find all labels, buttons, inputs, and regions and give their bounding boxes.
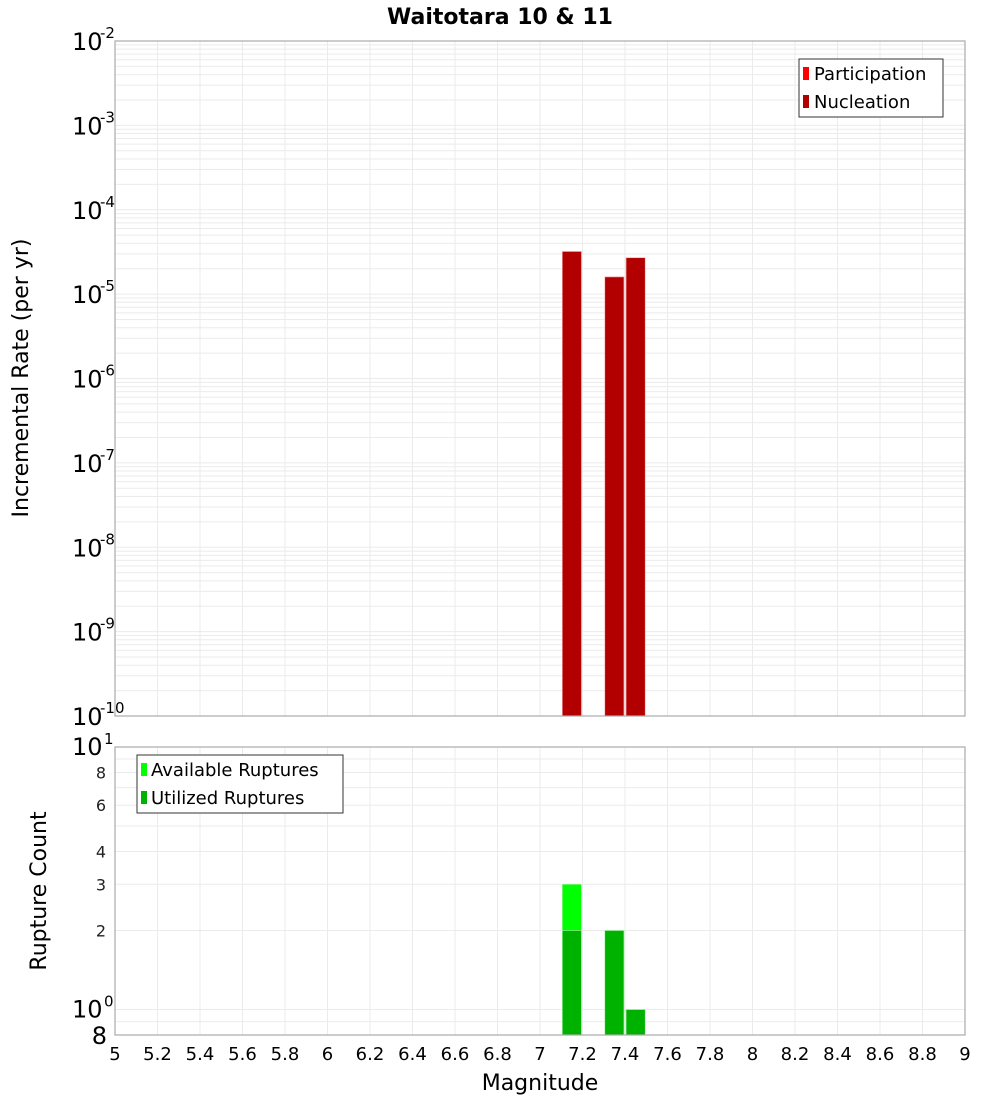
- y-tick-label: 10: [72, 619, 103, 647]
- bar-utilized-ruptures: [626, 1010, 645, 1035]
- y-tick-label: 4: [96, 842, 106, 861]
- x-tick-label: 8.4: [823, 1044, 852, 1065]
- legend-swatch-nucleation: [803, 95, 809, 108]
- bottom-bars: [562, 884, 645, 1035]
- x-tick-label: 7.6: [653, 1044, 682, 1065]
- y-tick-label: 10: [72, 366, 103, 394]
- top-legend: Participation Nucleation: [799, 59, 943, 117]
- top-y-axis-label: Incremental Rate (per yr): [9, 239, 34, 518]
- x-tick-label: 6.4: [398, 1044, 427, 1065]
- x-axis-label: Magnitude: [482, 1071, 599, 1096]
- y-tick-exponent: 0: [104, 993, 114, 1011]
- x-tick-label: 6.6: [441, 1044, 470, 1065]
- x-tick-label: 7: [534, 1044, 545, 1065]
- y-tick-label: 10: [72, 28, 103, 56]
- y-tick-label: 10: [72, 197, 103, 225]
- y-tick-exponent: 1: [104, 730, 114, 748]
- chart-title: Waitotara 10 & 11: [387, 5, 613, 30]
- y-tick-label: 3: [96, 875, 106, 894]
- x-tick-label: 7.4: [611, 1044, 640, 1065]
- rupture-count-plot: 234681011008 55.25.45.65.866.26.46.66.87…: [27, 730, 971, 1096]
- bar-utilized-ruptures: [605, 931, 624, 1035]
- top-bars: [562, 252, 645, 716]
- bottom-legend: Available Ruptures Utilized Ruptures: [137, 755, 343, 813]
- x-tick-label: 6.2: [356, 1044, 385, 1065]
- y-tick-label: 10: [72, 733, 103, 761]
- magnitude-frequency-chart: Waitotara 10 & 11 10-1010-910-810-710-61…: [0, 0, 1000, 1100]
- legend-swatch-participation: [803, 67, 809, 80]
- y-tick-label: 10: [72, 112, 103, 140]
- y-tick-label: 10: [72, 703, 103, 731]
- x-tick-label: 5.8: [271, 1044, 300, 1065]
- x-tick-label: 5: [109, 1044, 120, 1065]
- bar-nucleation: [605, 277, 624, 716]
- top-gridlines: [115, 41, 965, 716]
- y-tick-exponent: -6: [100, 362, 115, 380]
- x-tick-label: 5.4: [186, 1044, 215, 1065]
- x-tick-label: 8.2: [781, 1044, 810, 1065]
- bar-nucleation: [562, 252, 581, 716]
- bar-nucleation: [626, 258, 645, 716]
- x-tick-label: 7.2: [568, 1044, 597, 1065]
- x-tick-label: 8.6: [866, 1044, 895, 1065]
- legend-label-available: Available Ruptures: [151, 760, 319, 781]
- x-tick-label: 6: [322, 1044, 333, 1065]
- x-axis-ticks: 5 5.2 5.4 5.6 5.8 6 6.2 6.4 6.6 6.8 7 7.2 7.4 7.6 7.8 8…: [109, 1044, 970, 1065]
- x-tick-label: 9: [959, 1044, 970, 1065]
- y-tick-exponent: -3: [100, 108, 115, 126]
- y-tick-label: 10: [72, 450, 103, 478]
- legend-label-utilized: Utilized Ruptures: [151, 788, 304, 809]
- x-tick-label: 8.8: [908, 1044, 937, 1065]
- y-tick-label: 8: [96, 763, 106, 782]
- bottom-y-axis-ticks: 234681011008: [72, 730, 114, 1050]
- x-tick-label: 5.2: [143, 1044, 172, 1065]
- y-tick-exponent: -10: [100, 699, 125, 717]
- legend-swatch-utilized: [141, 791, 147, 804]
- y-tick-exponent: -2: [100, 24, 115, 42]
- x-tick-label: 7.8: [696, 1044, 725, 1065]
- y-tick-exponent: -8: [100, 530, 115, 548]
- y-tick-label: 2: [96, 922, 106, 941]
- incremental-rate-plot: 10-1010-910-810-710-610-510-410-310-2 In…: [9, 24, 965, 731]
- top-y-axis-ticks: 10-1010-910-810-710-610-510-410-310-2: [72, 24, 125, 731]
- legend-label-participation: Participation: [814, 64, 926, 85]
- y-tick-label: 10: [72, 281, 103, 309]
- bottom-y-axis-label: Rupture Count: [27, 811, 52, 971]
- legend-label-nucleation: Nucleation: [814, 92, 910, 113]
- y-tick-label: 10: [72, 534, 103, 562]
- y-tick-label: 10: [72, 996, 103, 1024]
- x-tick-label: 5.6: [228, 1044, 257, 1065]
- legend-swatch-available: [141, 763, 147, 776]
- y-tick-label: 6: [96, 796, 106, 815]
- x-tick-label: 8: [747, 1044, 758, 1065]
- y-tick-label: 8: [92, 1022, 107, 1050]
- y-tick-exponent: -9: [100, 615, 115, 633]
- y-tick-exponent: -4: [100, 193, 115, 211]
- x-tick-label: 6.8: [483, 1044, 512, 1065]
- y-tick-exponent: -7: [100, 446, 115, 464]
- bar-utilized-ruptures: [562, 931, 581, 1035]
- y-tick-exponent: -5: [100, 277, 115, 295]
